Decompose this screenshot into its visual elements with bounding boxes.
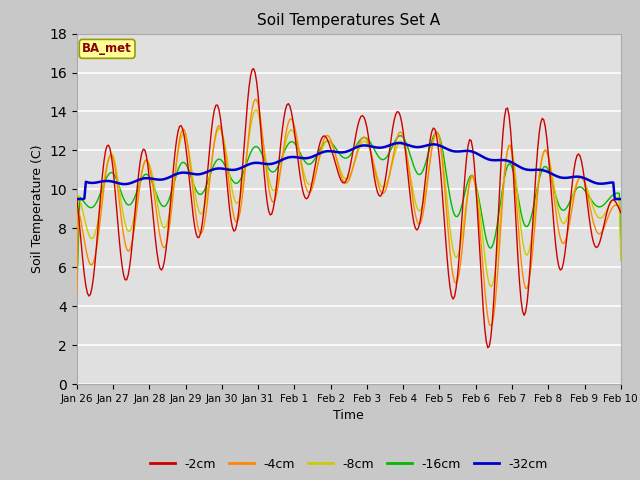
Legend: -2cm, -4cm, -8cm, -16cm, -32cm: -2cm, -4cm, -8cm, -16cm, -32cm — [145, 453, 553, 476]
Text: BA_met: BA_met — [82, 42, 132, 55]
X-axis label: Time: Time — [333, 409, 364, 422]
Y-axis label: Soil Temperature (C): Soil Temperature (C) — [31, 144, 44, 273]
Title: Soil Temperatures Set A: Soil Temperatures Set A — [257, 13, 440, 28]
